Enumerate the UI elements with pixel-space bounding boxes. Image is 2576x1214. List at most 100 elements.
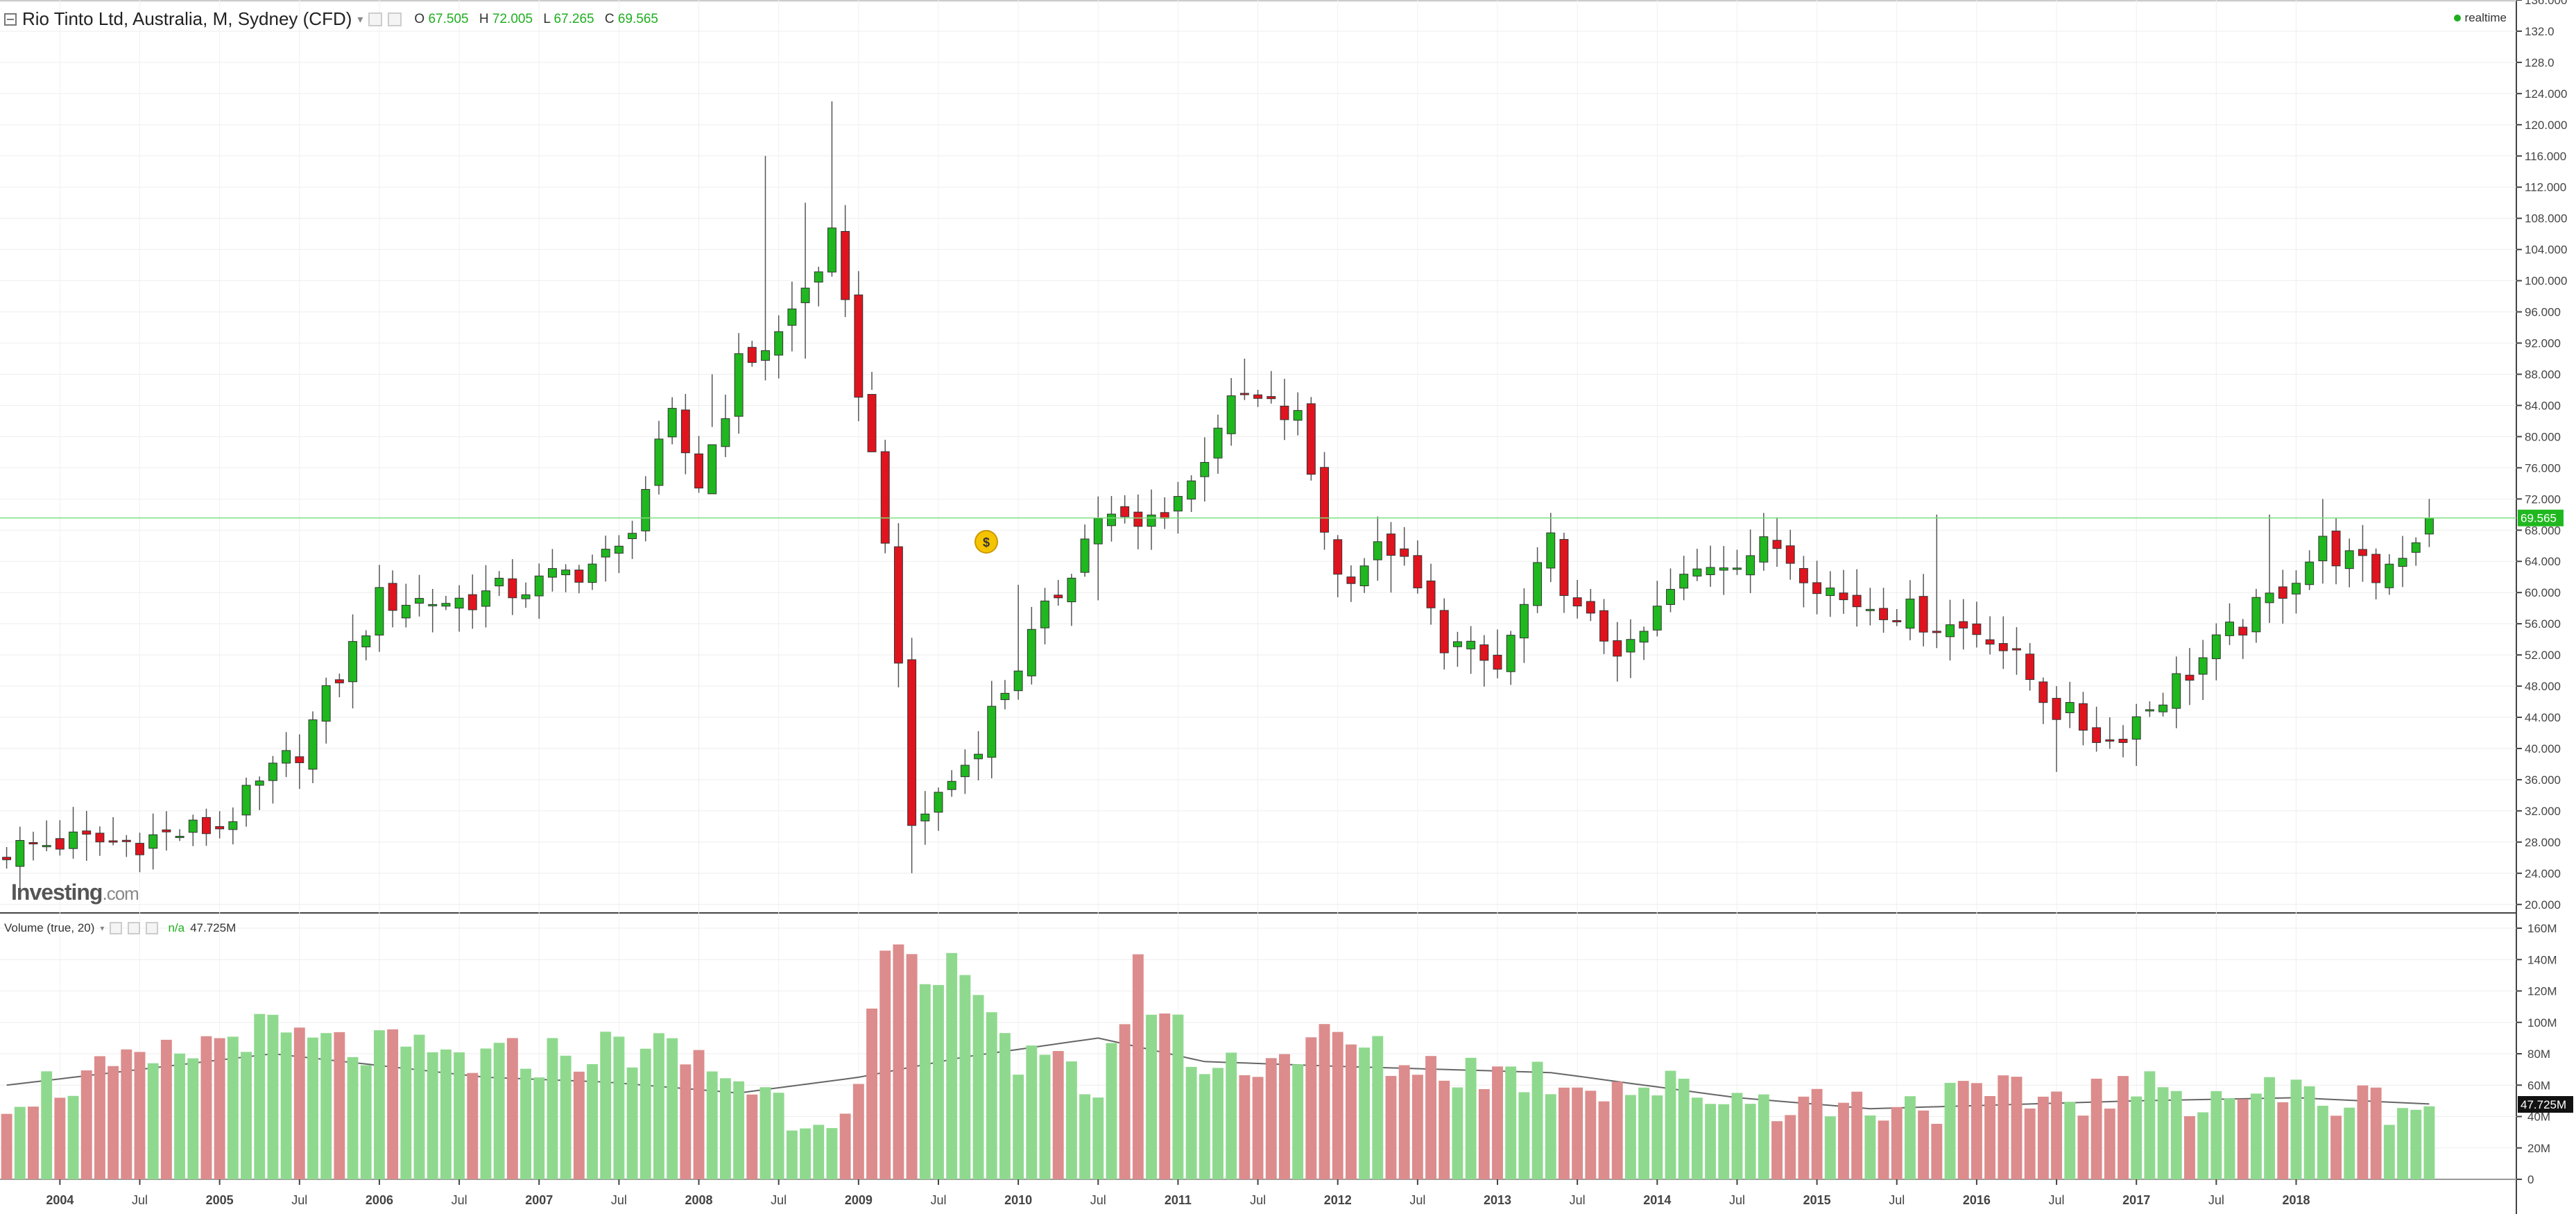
time-tick-label: 2008 bbox=[685, 1193, 713, 1207]
settings-icon[interactable] bbox=[110, 922, 123, 934]
volume-bar bbox=[1665, 1070, 1676, 1179]
chevron-down-icon[interactable]: ▾ bbox=[357, 13, 363, 26]
price-tick-label: 104.000 bbox=[2525, 243, 2567, 257]
last-volume-badge bbox=[2518, 1096, 2573, 1113]
low-value: 67.265 bbox=[553, 11, 594, 26]
instrument-title[interactable]: Rio Tinto Ltd, Australia, M, Sydney (CFD… bbox=[22, 8, 352, 29]
volume-bar bbox=[946, 952, 958, 1179]
candle-body bbox=[2331, 530, 2341, 567]
dividend-marker-circle[interactable] bbox=[974, 530, 998, 554]
visibility-icon[interactable] bbox=[128, 922, 141, 934]
candle bbox=[1452, 631, 1462, 667]
candle-body bbox=[1320, 467, 1329, 533]
candle-body bbox=[415, 598, 424, 604]
price-tick-label: 44.000 bbox=[2525, 711, 2561, 724]
status-dot-icon bbox=[2453, 15, 2461, 22]
candle bbox=[1972, 601, 1982, 648]
volume-bar bbox=[1611, 1082, 1623, 1179]
candle bbox=[1812, 561, 1822, 615]
candle-body bbox=[348, 641, 358, 683]
candle bbox=[108, 817, 118, 846]
price-tick-label: 108.000 bbox=[2525, 212, 2567, 225]
candle-body bbox=[1599, 610, 1608, 642]
volume-bar bbox=[1944, 1082, 1956, 1179]
volume-bar bbox=[1411, 1075, 1423, 1179]
dividend-marker-icon[interactable]: $ bbox=[974, 530, 998, 554]
price-tick-label: 124.000 bbox=[2525, 87, 2567, 101]
volume-bar bbox=[1718, 1104, 1730, 1179]
volume-bar bbox=[839, 1113, 851, 1179]
chevron-down-icon[interactable]: ▾ bbox=[100, 923, 105, 933]
volume-bar bbox=[2250, 1093, 2262, 1179]
candle bbox=[1985, 616, 1995, 655]
close-icon[interactable] bbox=[146, 922, 159, 934]
candle bbox=[1187, 475, 1196, 513]
volume-bar bbox=[773, 1093, 784, 1179]
candle-body bbox=[2038, 681, 2048, 703]
candle bbox=[1054, 580, 1063, 606]
volume-bar bbox=[1439, 1080, 1450, 1179]
candle bbox=[1892, 608, 1902, 626]
volume-bar bbox=[919, 984, 931, 1179]
candle bbox=[707, 374, 717, 495]
volume-bar bbox=[347, 1057, 359, 1179]
volume-bar bbox=[2144, 1071, 2156, 1179]
candle-body bbox=[667, 408, 677, 438]
volume-bar bbox=[1212, 1068, 1223, 1179]
candle bbox=[1533, 547, 1543, 613]
candle-body bbox=[467, 594, 477, 610]
candle-body bbox=[747, 347, 757, 364]
candle bbox=[1746, 529, 1755, 594]
candle-body bbox=[1346, 576, 1356, 584]
collapse-icon[interactable] bbox=[4, 12, 17, 26]
volume-bar bbox=[2370, 1087, 2382, 1179]
candle bbox=[2185, 648, 2195, 706]
candle-body bbox=[1785, 545, 1795, 564]
settings-icon[interactable] bbox=[368, 12, 383, 26]
price-tick-label: 132.0 bbox=[2525, 25, 2554, 38]
volume-bar bbox=[400, 1046, 412, 1179]
volume-bar bbox=[759, 1087, 771, 1179]
volume-bar bbox=[2131, 1096, 2143, 1179]
candle bbox=[1493, 629, 1502, 678]
candle bbox=[2211, 623, 2221, 681]
candle bbox=[1586, 588, 1595, 622]
volume-bar bbox=[879, 950, 891, 1179]
time-tick-label: Jul bbox=[1889, 1193, 1905, 1207]
candle-body bbox=[1466, 640, 1476, 649]
volume-bar bbox=[2051, 1091, 2062, 1179]
candle bbox=[694, 436, 703, 493]
candle bbox=[2145, 701, 2154, 717]
candle bbox=[1559, 532, 1569, 613]
dividend-marker-glyph[interactable]: $ bbox=[983, 536, 990, 549]
volume-current-value: 47.725M bbox=[190, 921, 237, 934]
volume-bar bbox=[2330, 1115, 2342, 1179]
time-tick-label: Jul bbox=[930, 1193, 946, 1207]
candle bbox=[2371, 548, 2381, 600]
candle bbox=[880, 439, 890, 554]
volume-bar bbox=[1878, 1120, 1889, 1179]
candle bbox=[1865, 588, 1875, 626]
visibility-icon[interactable] bbox=[388, 12, 402, 26]
candle bbox=[2225, 603, 2234, 645]
volume-bar bbox=[374, 1030, 385, 1179]
candle-body bbox=[508, 578, 517, 599]
candle bbox=[974, 730, 984, 780]
volume-bar bbox=[2277, 1102, 2289, 1179]
candle bbox=[1080, 524, 1090, 577]
candle bbox=[495, 571, 504, 597]
volume-bar bbox=[866, 1008, 877, 1179]
candle bbox=[95, 826, 105, 856]
candle bbox=[1333, 535, 1343, 597]
candle-body bbox=[428, 604, 438, 606]
volume-indicator-label[interactable]: Volume (true, 20) bbox=[4, 921, 95, 934]
candle bbox=[1173, 481, 1183, 534]
candle-body bbox=[454, 597, 464, 609]
candle bbox=[1147, 489, 1156, 550]
candle-body bbox=[1400, 548, 1409, 557]
candle bbox=[1093, 496, 1103, 601]
candle bbox=[667, 397, 677, 445]
volume-bar bbox=[254, 1014, 266, 1179]
candle-body bbox=[1133, 511, 1143, 527]
